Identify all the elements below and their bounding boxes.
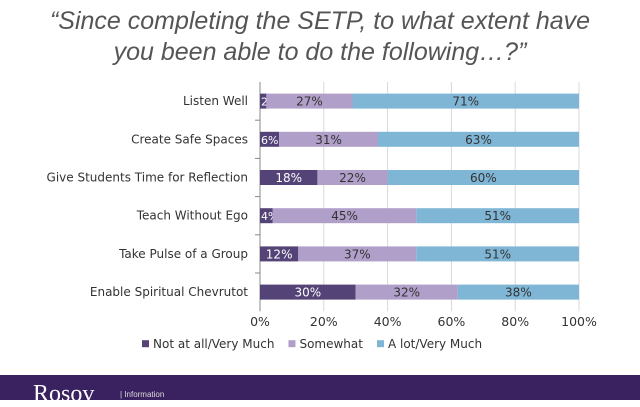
x-tick-label: 20% [310, 314, 338, 329]
bar-segment [317, 170, 388, 185]
data-label: 37% [344, 247, 371, 261]
category-label: Take Pulse of a Group [118, 247, 248, 261]
bar-segment [416, 246, 579, 262]
bar-segment [260, 208, 273, 224]
data-label: 22% [339, 171, 366, 185]
chart-question: “Since completing the SETP, to what exte… [0, 6, 640, 68]
bar-segment [266, 93, 353, 109]
bar-segment [355, 284, 458, 300]
legend-swatch [288, 340, 296, 348]
rosov-logo: Rosov [33, 381, 95, 407]
data-label: 32% [393, 286, 420, 300]
bar-segment [260, 93, 267, 109]
category-label: Enable Spiritual Chevrutot [90, 285, 248, 299]
data-label: 51% [484, 209, 511, 223]
bar-segment [352, 93, 579, 109]
bar-segment [272, 208, 417, 224]
x-tick-label: 0% [250, 314, 270, 329]
bar-segment [387, 170, 579, 185]
footer-bar: Rosov | Information [0, 375, 640, 406]
category-label: Create Safe Spaces [131, 132, 248, 146]
legend-label: Not at all/Very Much [153, 337, 274, 351]
legend-label: A lot/Very Much [388, 337, 482, 351]
footer-tagline: | Information [120, 390, 165, 399]
bar-segment [378, 131, 579, 147]
data-label: 51% [484, 247, 511, 261]
bar-segment [457, 284, 579, 300]
legend-swatch [376, 340, 384, 348]
question-line-2: you been able to do the following…?” [113, 38, 527, 66]
legend-label: Somewhat [299, 337, 363, 351]
data-label: 31% [315, 133, 342, 147]
bar-segment [260, 170, 318, 185]
data-label: 12% [266, 247, 293, 261]
bar-segment [298, 246, 417, 262]
data-label: 6% [261, 134, 278, 147]
category-label: Listen Well [183, 94, 248, 108]
bar-segment [260, 246, 299, 262]
data-label: 63% [465, 133, 492, 147]
bar-segment [260, 284, 356, 300]
bar-segment [279, 131, 379, 147]
legend-swatch [142, 340, 149, 348]
data-label: 60% [470, 171, 497, 185]
data-label: 71% [452, 95, 479, 109]
x-tick-label: 60% [438, 314, 466, 329]
bar-segment [260, 131, 280, 147]
x-tick-label: 80% [501, 314, 529, 329]
question-line-1: “Since completing the SETP, to what exte… [49, 7, 591, 35]
data-label: 38% [505, 286, 532, 300]
data-label: 18% [275, 171, 302, 185]
data-label: 45% [331, 209, 358, 223]
data-label: 27% [296, 95, 323, 109]
data-label: 30% [295, 286, 322, 300]
stacked-bar-chart: 0%20%40%60%80%100%Listen Well2%27%71%Cre… [47, 82, 597, 351]
x-tick-label: 40% [374, 314, 402, 329]
category-label: Teach Without Ego [136, 209, 248, 223]
category-label: Give Students Time for Reflection [47, 171, 248, 185]
bar-segment [416, 208, 579, 224]
x-tick-label: 100% [561, 314, 597, 329]
